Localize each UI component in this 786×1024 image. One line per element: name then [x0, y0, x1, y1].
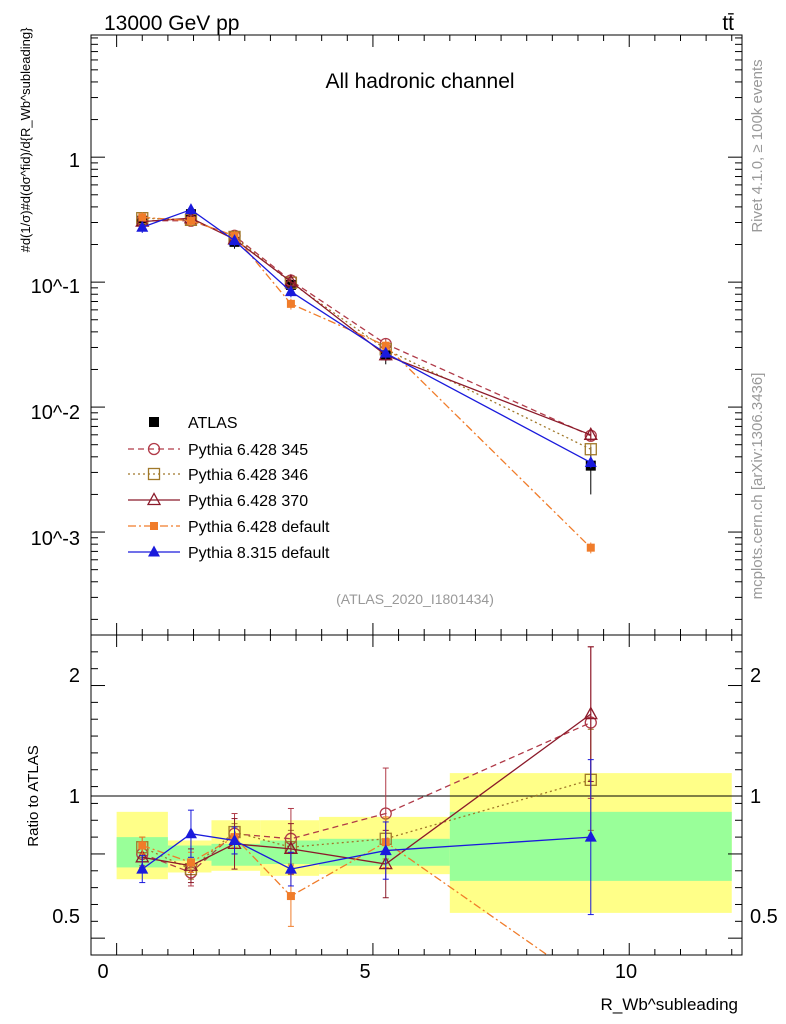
- legend-marker-4: [148, 545, 160, 557]
- ratio-point-3: [286, 892, 295, 901]
- legend-marker-0: [147, 442, 161, 456]
- x-tick-label-10: 10: [615, 961, 637, 983]
- ratio-tick-label-1: 1: [69, 786, 80, 808]
- y-tick-label-1: 1: [69, 150, 80, 172]
- series-point-4: [284, 285, 297, 297]
- x-tick-label-5: 5: [359, 961, 370, 983]
- series-point-4: [136, 220, 149, 232]
- series-point-3: [138, 213, 147, 222]
- series-line-0: [142, 220, 592, 437]
- series-point-4: [584, 456, 597, 468]
- series-line-3: [142, 216, 592, 549]
- ratio-point-4: [284, 862, 297, 874]
- legend-label-346: Pythia 6.428 346: [188, 467, 308, 484]
- analysis-id: (ATLAS_2020_I1801434): [336, 591, 494, 607]
- legend-marker-2: [146, 492, 162, 506]
- ratio-point-3: [186, 858, 195, 867]
- series-point-2: [583, 426, 598, 440]
- y-tick-label-0.1: 10^-1: [31, 276, 80, 298]
- ratio-point-3: [138, 841, 147, 850]
- ratio-tick-label-right-1: 1: [750, 786, 761, 808]
- rivet-label: Rivet 4.1.0, ≥ 100k events: [749, 59, 766, 232]
- x-tick-label-0: 0: [97, 961, 108, 983]
- legend-label-370: Pythia 6.428 370: [188, 493, 308, 510]
- ratio-point-2: [583, 706, 598, 720]
- series-point-1: [584, 443, 597, 456]
- ratio-point-4: [136, 862, 149, 874]
- ratio-line-0: [142, 721, 592, 874]
- ratio-tick-label-right-0.5: 0.5: [750, 906, 778, 928]
- series-line-2: [142, 217, 592, 436]
- series-point-4: [379, 346, 392, 358]
- series-point-3: [586, 543, 595, 552]
- y-axis-label: #d(1/σ)#d(dσ^fid)/d{R_Wb^subleading}: [18, 27, 33, 252]
- ratio-point-4: [184, 827, 197, 839]
- ratio-point-4: [228, 833, 241, 845]
- main-series: [135, 203, 598, 554]
- chart-title: All hadronic channel: [325, 70, 514, 93]
- ratio-uncertainty-bands: [116, 773, 732, 913]
- axis-ticks: [91, 35, 742, 956]
- legend-label-p6-default: Pythia 6.428 default: [188, 519, 330, 536]
- process-label: tt̄: [722, 12, 734, 35]
- legend-marker-3: [150, 522, 158, 530]
- ratio-panel-frame: [90, 634, 743, 956]
- legend-label-atlas: ATLAS: [188, 415, 238, 432]
- legend-marker-1: [147, 467, 161, 481]
- series-point-3: [286, 299, 295, 308]
- series-point-4: [228, 234, 241, 246]
- legend-label-p8-default: Pythia 8.315 default: [188, 545, 330, 562]
- y-tick-label-0.001: 10^-3: [31, 528, 80, 550]
- legend-label-345: Pythia 6.428 345: [188, 442, 308, 459]
- series-point-4: [184, 203, 197, 215]
- ratio-tick-label-right-2: 2: [750, 665, 761, 687]
- series-point-3: [186, 216, 195, 225]
- series-point-3: [381, 341, 390, 350]
- ratio-point-4: [584, 830, 597, 842]
- ratio-tick-label-0.5: 0.5: [52, 906, 80, 928]
- ratio-axis-label: Ratio to ATLAS: [25, 745, 42, 846]
- energy-label: 13000 GeV pp: [104, 12, 239, 35]
- legend-marker-atlas: [149, 417, 159, 427]
- ratio-tick-label-2: 2: [69, 665, 80, 687]
- ratio-line-2: [142, 713, 592, 867]
- mcplots-label: mcplots.cern.ch [arXiv:1306.3436]: [749, 373, 766, 600]
- series-line-4: [142, 208, 592, 464]
- legend: ATLAS Pythia 6.428 345 Pythia 6.428 346 …: [128, 415, 330, 562]
- ratio-point-4: [379, 844, 392, 856]
- ratio-line-4: [141, 833, 591, 870]
- ratio-series: [135, 646, 598, 955]
- x-axis-label: R_Wb^subleading: [601, 995, 738, 1014]
- ratio-band-inner-1: [167, 845, 212, 861]
- y-tick-label-0.01: 10^-2: [31, 402, 80, 424]
